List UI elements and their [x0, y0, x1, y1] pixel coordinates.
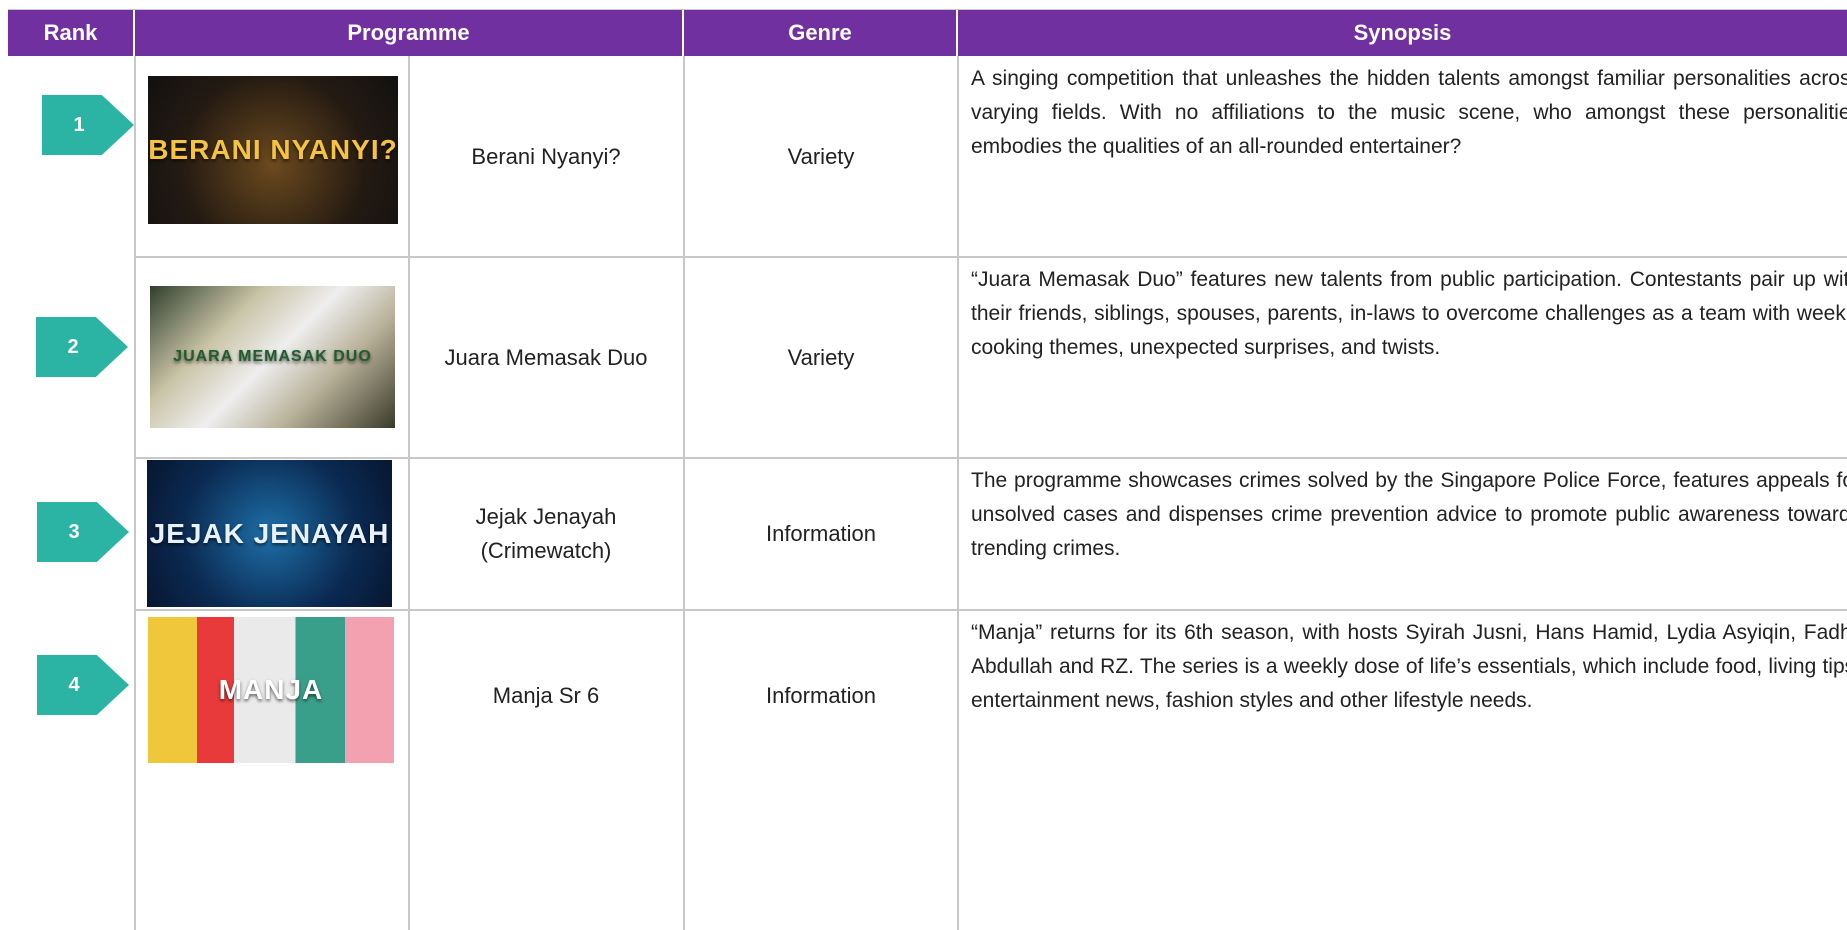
synopsis: A singing competition that unleashes the…	[971, 67, 1847, 158]
programme-name: Jejak Jenayah (Crimewatch)	[475, 504, 617, 563]
rank-badge: 3	[37, 502, 129, 562]
programme-name: Manja Sr 6	[492, 683, 600, 708]
top-border	[8, 9, 1847, 10]
programme-thumbnail: BERANI NYANYI?	[148, 76, 398, 224]
header-cell: Genre	[684, 10, 958, 56]
col-line	[134, 458, 136, 610]
col-line	[957, 610, 959, 930]
col-line	[408, 458, 410, 610]
col-line	[957, 257, 959, 458]
col-line	[134, 257, 136, 458]
genre: Variety	[787, 344, 855, 370]
programme-thumbnail: JUARA MEMASAK DUO	[150, 286, 395, 428]
genre: Information	[765, 683, 877, 708]
rank-badge: 1	[42, 95, 134, 155]
header-cell: Programme	[135, 10, 684, 56]
col-line	[683, 458, 685, 610]
col-line	[408, 610, 410, 930]
col-line	[134, 610, 136, 930]
programme-thumbnail: JEJAK JENAYAH	[147, 460, 392, 607]
rank-badge: 2	[36, 317, 128, 377]
header-cell: Synopsis	[958, 10, 1847, 56]
header-cell: Rank	[8, 10, 135, 56]
col-line	[134, 56, 136, 257]
row-line	[135, 609, 1847, 611]
col-line	[683, 56, 685, 257]
row-line	[135, 256, 1847, 258]
programme-thumbnail: MANJA	[148, 617, 394, 763]
genre: Variety	[787, 143, 855, 169]
col-line	[683, 610, 685, 930]
rank-badge: 4	[37, 655, 129, 715]
synopsis: “Juara Memasak Duo” features new talents…	[971, 268, 1847, 359]
synopsis: “Manja” returns for its 6th season, with…	[971, 621, 1847, 712]
col-line	[957, 56, 959, 257]
programme-name: Juara Memasak Duo	[444, 344, 648, 370]
programme-name: Berani Nyanyi?	[471, 143, 621, 169]
col-line	[408, 56, 410, 257]
row-line	[135, 457, 1847, 459]
col-line	[683, 257, 685, 458]
synopsis: The programme showcases crimes solved by…	[971, 469, 1847, 560]
genre: Information	[765, 521, 877, 546]
col-line	[957, 458, 959, 610]
col-line	[408, 257, 410, 458]
